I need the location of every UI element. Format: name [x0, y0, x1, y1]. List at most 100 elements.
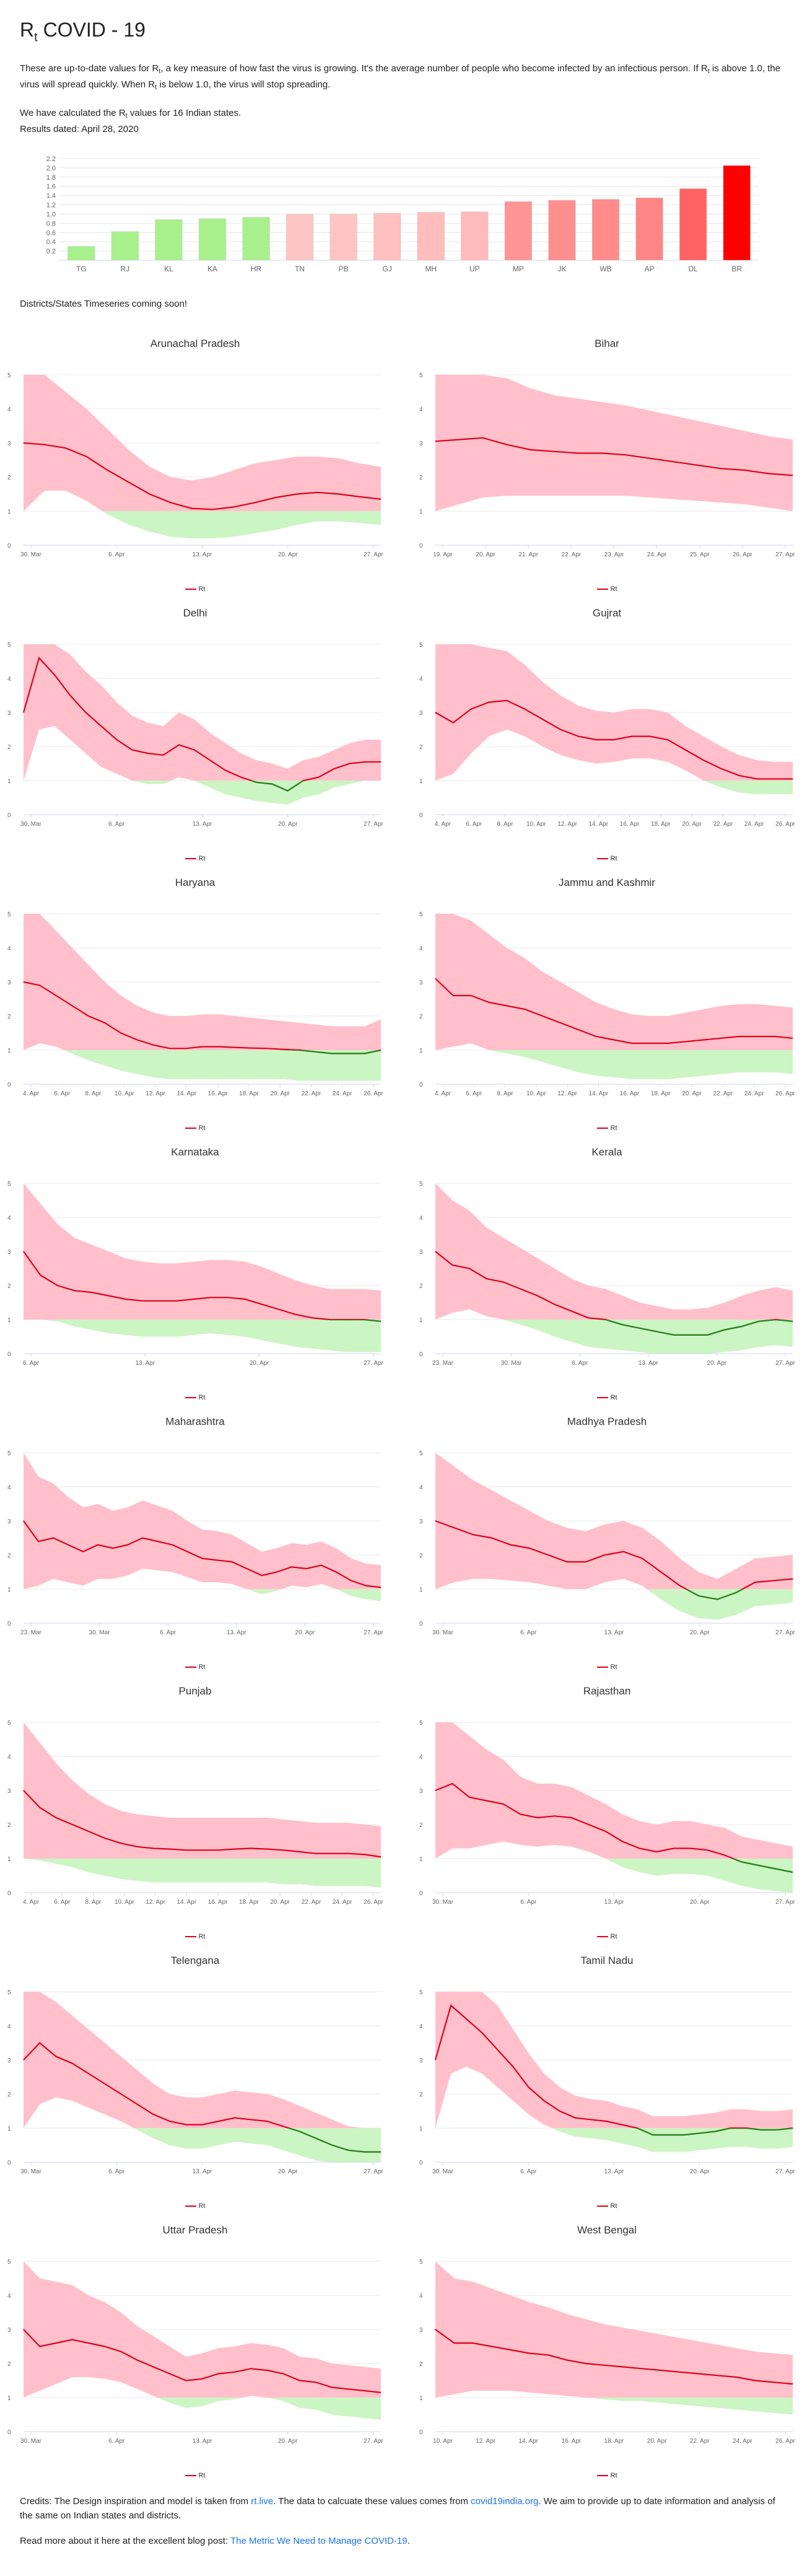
x-tick-label: 22. Apr [713, 1090, 733, 1097]
x-tick-label: 13. Apr [227, 1629, 246, 1636]
rt-point [623, 1551, 624, 1553]
x-tick-label: 30. Mar [432, 1899, 454, 1906]
state-chart-uttar-pradesh: Uttar Pradesh 0 1 2 3 4 5 30. Mar 6. Apr 13. Apr 2… [0, 2224, 390, 2491]
state-chart-svg: 0 1 2 3 4 5 4. Apr 6. Apr 8. Apr 10. Apr 12. Apr 14… [7, 911, 384, 1097]
rt-point [530, 449, 531, 450]
chart-legend[interactable]: Rt [0, 2472, 390, 2479]
y-tick-label: 2 [419, 475, 423, 481]
rt-point [169, 1048, 170, 1049]
chart-legend[interactable]: Rt [0, 1933, 390, 1940]
chart-legend[interactable]: Rt [0, 585, 390, 593]
rt-point [23, 2059, 24, 2061]
x-tick-label: 6. Apr [466, 821, 482, 828]
chart-legend[interactable]: Rt [412, 2202, 802, 2210]
chart-legend[interactable]: Rt [412, 585, 802, 593]
bar-x-tick-label: WB [599, 265, 611, 273]
rt-point [754, 2380, 756, 2381]
rt-point [453, 2342, 455, 2344]
rt-point [299, 1851, 300, 1852]
legend-label: Rt [610, 1394, 617, 1401]
rt-point [23, 981, 24, 983]
y-tick-label: 4 [419, 2293, 423, 2300]
rt-point [283, 2373, 284, 2375]
y-tick-label: 2 [419, 1822, 423, 1829]
rt-point [775, 1319, 777, 1320]
rt-point [380, 2392, 381, 2393]
x-tick-label: 30. Mar [20, 2168, 42, 2175]
chart-legend[interactable]: Rt [412, 1933, 802, 1940]
rt-point [673, 1334, 674, 1336]
bar-x-tick-label: TN [295, 265, 305, 273]
x-tick-label: 13. Apr [604, 2168, 624, 2175]
rt-point [246, 1568, 248, 1569]
blog-post-link[interactable]: The Metric We Need to Manage COVID-19 [230, 2536, 408, 2546]
rt-point [554, 1303, 555, 1305]
x-tick-label: 23. Apr [604, 551, 624, 558]
chart-legend[interactable]: Rt [0, 1394, 390, 1401]
chart-legend[interactable]: Rt [412, 2472, 802, 2479]
rt-point [667, 739, 668, 740]
bar-UP [461, 211, 489, 261]
chart-legend[interactable]: Rt [412, 1394, 802, 1401]
bar-HR [242, 217, 270, 261]
rt-point [364, 2390, 365, 2391]
bar-y-tick-label: 0.6 [46, 229, 56, 237]
chart-legend[interactable]: Rt [0, 2202, 390, 2210]
legend-line-icon [185, 1128, 196, 1129]
y-tick-label: 1 [7, 1317, 11, 1324]
confidence-band [435, 2261, 793, 2415]
chart-legend[interactable]: Rt [412, 1124, 802, 1132]
confidence-band-below-one [24, 511, 381, 538]
chart-title: Delhi [183, 607, 207, 619]
chart-title: Uttar Pradesh [162, 2224, 228, 2236]
x-tick-label: 20. Apr [682, 821, 702, 828]
rt-point [225, 769, 226, 771]
y-tick-label: 2 [419, 1014, 423, 1020]
x-tick-label: 27. Apr [364, 1360, 383, 1367]
x-tick-label: 27. Apr [364, 2438, 383, 2445]
y-tick-label: 5 [7, 1181, 11, 1188]
chart-legend[interactable]: Rt [412, 855, 802, 862]
confidence-band-below-one [435, 1859, 793, 1893]
y-tick-label: 5 [7, 642, 11, 649]
y-tick-label: 1 [419, 1587, 423, 1593]
rt-point [128, 481, 129, 483]
rt-live-link[interactable]: rt.live [251, 2496, 274, 2507]
state-chart-svg: 0 1 2 3 4 5 6. Apr 13. Apr 20. Apr 27. Apr [7, 1181, 384, 1367]
chart-title: Arunachal Pradesh [150, 338, 240, 349]
rt-point [571, 1310, 572, 1312]
timeseries-notice: Districts/States Timeseries coming soon! [20, 299, 188, 309]
state-chart-svg: 0 1 2 3 4 5 4. Apr 6. Apr 8. Apr 10. Apr 12. Apr 14… [419, 642, 796, 828]
bar-x-tick-label: AP [645, 265, 655, 273]
y-tick-label: 1 [7, 2126, 11, 2132]
x-tick-label: 18. Apr [604, 2438, 624, 2445]
rt-point [331, 1853, 333, 1854]
rt-point [510, 2349, 512, 2350]
rt-point [482, 437, 484, 439]
rt-point [299, 2131, 300, 2132]
chart-legend[interactable]: Rt [0, 1124, 390, 1132]
covid19india-link[interactable]: covid19india.org [471, 2496, 539, 2507]
legend-label: Rt [610, 2202, 617, 2210]
x-tick-label: 10. Apr [433, 2438, 453, 2445]
y-tick-label: 5 [419, 1181, 423, 1188]
x-tick-label: 26. Apr [364, 1899, 383, 1906]
x-tick-label: 8. Apr [497, 1090, 513, 1097]
x-tick-label: 10. Apr [526, 1090, 546, 1097]
rt-point [108, 1295, 109, 1297]
intro-paragraph: These are up-to-date values for Rt, a ke… [20, 63, 781, 91]
bar-x-tick-label: KA [207, 265, 217, 273]
chart-legend[interactable]: Rt [0, 855, 390, 862]
chart-legend[interactable]: Rt [412, 1663, 802, 1671]
x-tick-label: 24. Apr [744, 1090, 764, 1097]
x-tick-label: 20. Apr [250, 1360, 269, 1367]
rt-point [100, 725, 102, 727]
state-chart-arunachal-pradesh: Arunachal Pradesh 0 1 2 3 4 5 30. Mar 6. Apr 13. … [0, 338, 390, 604]
chart-legend[interactable]: Rt [0, 1663, 390, 1671]
x-tick-label: 10. Apr [115, 1899, 134, 1906]
rt-point [347, 1853, 349, 1854]
confidence-band [24, 1722, 381, 1888]
rt-point [116, 739, 118, 740]
y-tick-label: 1 [419, 1856, 423, 1863]
legend-line-icon [596, 1397, 608, 1399]
